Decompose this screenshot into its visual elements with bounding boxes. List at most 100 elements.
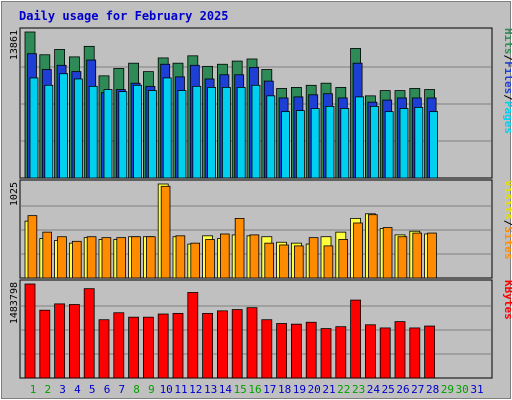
legend-sites: Sites bbox=[502, 226, 512, 259]
x-tick-day-28: 28 bbox=[426, 383, 439, 396]
bar-kbytes-day-undefined bbox=[187, 292, 199, 379]
x-tick-day-25: 25 bbox=[382, 383, 395, 396]
bar-kbytes-day-undefined bbox=[335, 326, 347, 379]
bar-sites-day-undefined bbox=[249, 234, 260, 279]
bar-sites-day-undefined bbox=[323, 245, 334, 279]
bar-pages-day-28 bbox=[429, 111, 439, 179]
legend-pages: Pages bbox=[502, 101, 512, 134]
bar-pages-day-18 bbox=[281, 111, 291, 179]
bar-pages-day-15 bbox=[236, 87, 246, 179]
bar-kbytes-day-undefined bbox=[379, 327, 391, 379]
bar-kbytes-day-undefined bbox=[320, 328, 332, 379]
bar-sites-day-undefined bbox=[382, 227, 393, 279]
bar-kbytes-day-undefined bbox=[409, 327, 421, 379]
x-tick-day-18: 18 bbox=[278, 383, 291, 396]
x-tick-day-12: 12 bbox=[189, 383, 202, 396]
bar-kbytes-day-undefined bbox=[424, 325, 436, 379]
x-tick-day-10: 10 bbox=[160, 383, 173, 396]
bar-pages-day-24 bbox=[369, 105, 379, 179]
x-tick-day-16: 16 bbox=[248, 383, 261, 396]
bar-kbytes-day-undefined bbox=[54, 303, 65, 379]
bar-kbytes-day-undefined bbox=[69, 304, 80, 379]
legend-visits: Visits bbox=[502, 180, 512, 220]
bar-kbytes-day-undefined bbox=[290, 323, 302, 379]
bar-sites-day-undefined bbox=[308, 237, 319, 279]
bar-kbytes-day-undefined bbox=[128, 316, 140, 379]
bar-pages-day-6 bbox=[103, 89, 113, 179]
x-tick-day-5: 5 bbox=[89, 383, 96, 396]
x-tick-day-4: 4 bbox=[74, 383, 81, 396]
bar-pages-day-13 bbox=[207, 87, 217, 179]
x-tick-day-27: 27 bbox=[411, 383, 424, 396]
bar-pages-day-1 bbox=[29, 77, 39, 179]
bar-sites-day-undefined bbox=[190, 242, 201, 279]
bar-pages-day-20 bbox=[310, 108, 320, 179]
sites-visits-panel: 1025 Visits/Sites bbox=[9, 179, 512, 279]
x-tick-day-15: 15 bbox=[234, 383, 247, 396]
bar-kbytes-day-undefined bbox=[39, 309, 51, 379]
bar-kbytes-day-undefined bbox=[246, 307, 258, 379]
x-tick-day-7: 7 bbox=[118, 383, 125, 396]
bar-sites-day-undefined bbox=[264, 242, 274, 279]
x-tick-day-6: 6 bbox=[104, 383, 111, 396]
bar-pages-day-26 bbox=[399, 108, 409, 179]
x-tick-day-9: 9 bbox=[148, 383, 155, 396]
x-tick-day-31: 31 bbox=[470, 383, 483, 396]
bar-sites-day-undefined bbox=[219, 233, 230, 279]
panel3-legend: KBytes bbox=[502, 280, 512, 320]
chart-title: Daily usage for February 2025 bbox=[19, 9, 229, 23]
bar-kbytes-day-undefined bbox=[276, 323, 288, 379]
x-tick-day-17: 17 bbox=[263, 383, 276, 396]
bar-kbytes-day-undefined bbox=[394, 321, 406, 379]
hits-files-pages-panel: 13861 Hits/Files/Pages bbox=[9, 27, 512, 179]
bar-sites-day-undefined bbox=[205, 239, 215, 279]
kbytes-ymax-label: 1483798 bbox=[9, 282, 20, 324]
bar-kbytes-day-undefined bbox=[350, 299, 362, 379]
visits-ymax-label: 1025 bbox=[9, 182, 20, 206]
bar-kbytes-day-undefined bbox=[24, 283, 36, 379]
x-tick-day-20: 20 bbox=[308, 383, 321, 396]
bar-kbytes-day-undefined bbox=[202, 312, 214, 379]
bar-pages-day-19 bbox=[295, 110, 305, 179]
bar-pages-day-7 bbox=[118, 91, 128, 179]
bar-kbytes-day-undefined bbox=[216, 310, 228, 379]
x-tick-day-2: 2 bbox=[44, 383, 51, 396]
bar-pages-day-8 bbox=[133, 84, 143, 179]
x-tick-day-22: 22 bbox=[337, 383, 350, 396]
x-tick-day-30: 30 bbox=[456, 383, 469, 396]
x-tick-day-13: 13 bbox=[204, 383, 217, 396]
x-tick-day-21: 21 bbox=[322, 383, 335, 396]
bar-sites-day-undefined bbox=[27, 215, 38, 279]
bar-kbytes-day-undefined bbox=[113, 312, 125, 379]
bar-sites-day-undefined bbox=[367, 214, 378, 279]
bar-pages-day-21 bbox=[325, 105, 335, 179]
bar-pages-day-11 bbox=[177, 90, 187, 179]
bar-kbytes-day-undefined bbox=[83, 288, 95, 379]
bar-pages-day-4 bbox=[74, 78, 83, 179]
bar-sites-day-undefined bbox=[397, 236, 408, 279]
bar-sites-day-undefined bbox=[160, 185, 171, 279]
bar-sites-day-undefined bbox=[412, 232, 422, 279]
bar-kbytes-day-undefined bbox=[157, 313, 169, 379]
bar-pages-day-9 bbox=[147, 90, 157, 179]
bar-sites-day-undefined bbox=[86, 236, 97, 279]
bar-kbytes-day-undefined bbox=[142, 316, 154, 379]
bar-sites-day-undefined bbox=[279, 244, 289, 279]
bar-sites-day-undefined bbox=[57, 236, 67, 279]
panel1-legend: Hits/Files/Pages bbox=[502, 28, 512, 134]
bar-sites-day-undefined bbox=[72, 240, 82, 279]
legend-files: Files bbox=[502, 61, 512, 94]
bar-pages-day-17 bbox=[266, 95, 276, 179]
panel2-legend: Visits/Sites bbox=[502, 180, 512, 260]
bar-sites-day-undefined bbox=[145, 236, 156, 279]
bar-sites-day-undefined bbox=[175, 235, 186, 279]
x-tick-day-1: 1 bbox=[30, 383, 37, 396]
bar-pages-day-3 bbox=[59, 73, 68, 179]
bar-pages-day-10 bbox=[162, 77, 172, 179]
x-tick-day-11: 11 bbox=[174, 383, 187, 396]
bar-sites-day-undefined bbox=[131, 236, 141, 279]
bar-sites-day-undefined bbox=[234, 217, 245, 279]
bar-pages-day-5 bbox=[88, 85, 98, 179]
bar-kbytes-day-undefined bbox=[261, 319, 273, 379]
